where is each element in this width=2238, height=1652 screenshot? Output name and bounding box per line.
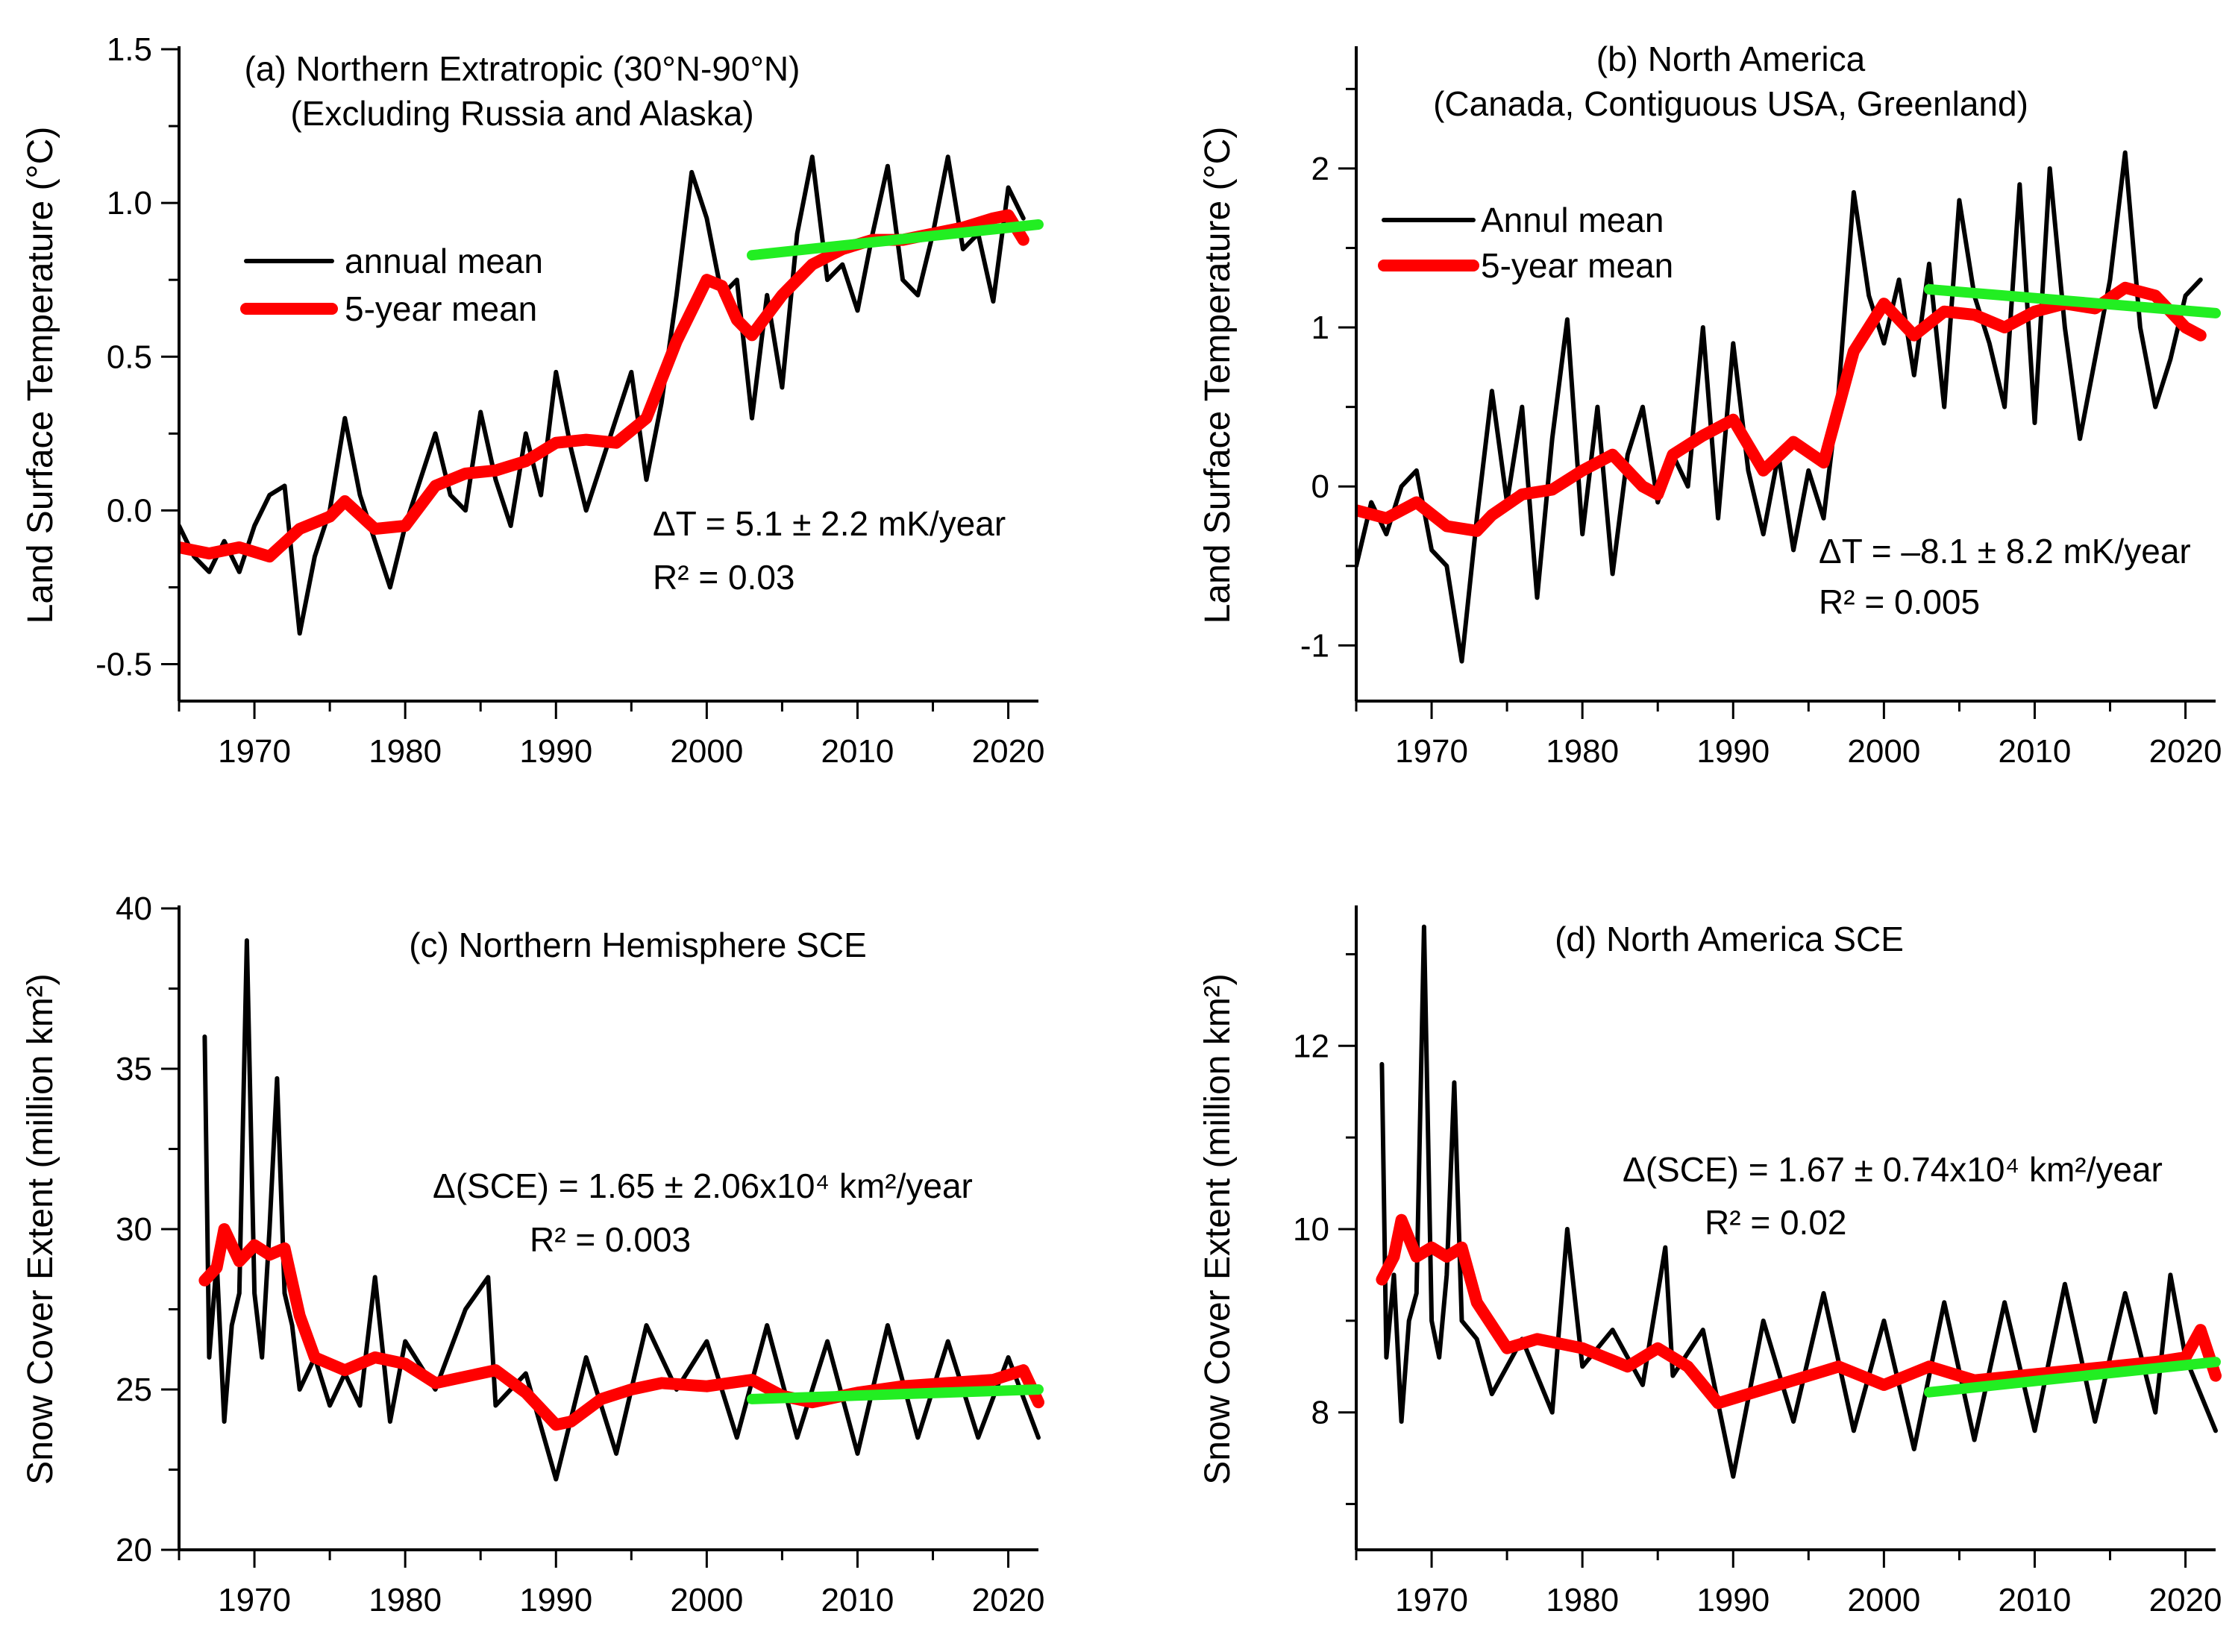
x-tick-label: 1980 [1546,733,1619,770]
legend-label: annual mean [345,242,543,280]
plot-area [181,154,1044,636]
x-tick-label: 2020 [2149,733,2222,770]
x-tick-label: 2020 [2149,1582,2222,1618]
y-axis-label: Snow Cover Extent (million km²) [1198,973,1238,1485]
panel-title: (Canada, Contiguous USA, Greenland) [1433,84,2028,123]
annual-mean-line [1379,924,2218,1479]
y-tick-label: 35 [116,1051,152,1087]
panel-b-north-america-temperature: 1970 1980 1990 2000 2010 2020 -1 0 1 2 Land Surfac… [1198,40,2222,770]
y-tick-label: 25 [116,1372,152,1408]
y-tick-label: 1.5 [107,31,152,68]
x-tick-label: 1980 [369,1582,442,1618]
y-tick-label: 40 [116,891,152,927]
x-tick-label: 2010 [821,733,894,770]
trend-line [1924,283,2221,318]
x-tick-label: 1990 [1696,733,1770,770]
trend-annotation: R² = 0.03 [653,558,795,597]
trend-annotation: ΔT = –8.1 ± 8.2 mK/year [1819,532,2191,571]
x-tick-label: 2000 [1847,733,1920,770]
panel-title: (b) North America [1596,40,1866,78]
trend-annotation: Δ(SCE) = 1.65 ± 2.06x10⁴ km²/year [433,1166,973,1205]
y-tick-label: 20 [116,1532,152,1568]
y-axis-label: Land Surface Temperature (°C) [1198,127,1238,624]
y-tick-label: 2 [1311,151,1329,187]
y-tick-label: 12 [1293,1028,1329,1064]
x-tick-label: 2000 [1847,1582,1920,1618]
panel-title: (d) North America SCE [1555,920,1904,958]
y-tick-label: 1.0 [107,185,152,222]
annual-mean-line [181,154,1026,636]
x-tick-label: 1970 [1395,733,1468,770]
y-tick-label: 0.5 [107,339,152,375]
x-tick-label: 1990 [519,733,592,770]
x-tick-label: 1970 [218,1582,291,1618]
trend-annotation: R² = 0.02 [1705,1203,1847,1242]
plot-area [1358,150,2221,664]
panel-title: (a) Northern Extratropic (30°N-90°N) [245,49,800,88]
y-axis-label: Snow Cover Extent (million km²) [21,973,60,1485]
x-tick-label: 1970 [218,733,291,770]
y-tick-label: 30 [116,1211,152,1248]
panel-d-north-america-sce: 1970 1980 1990 2000 2010 2020 8 10 12 Snow Cover … [1198,905,2222,1618]
y-tick-label: -0.5 [95,647,152,683]
trend-line [747,219,1044,261]
x-tick-label: 2010 [1999,733,2072,770]
legend-label: 5-year mean [345,289,537,328]
y-axis-label: Land Surface Temperature (°C) [21,127,60,624]
x-tick-label: 1990 [1696,1582,1770,1618]
x-tick-label: 2020 [972,733,1045,770]
y-tick-label: 0 [1311,468,1329,505]
plot-area [198,938,1044,1482]
trend-line [1924,1357,2221,1398]
x-tick-label: 1980 [369,733,442,770]
five-year-mean-line [1376,1213,2222,1410]
panel-title: (Excluding Russia and Alaska) [290,94,753,133]
x-tick-label: 1980 [1546,1582,1619,1618]
plot-area [1376,924,2222,1479]
trend-annotation: Δ(SCE) = 1.67 ± 0.74x10⁴ km²/year [1623,1150,2163,1189]
y-tick-label: 0.0 [107,492,152,529]
trend-annotation: ΔT = 5.1 ± 2.2 mK/year [653,504,1006,543]
y-tick-label: -1 [1300,627,1329,664]
y-tick-label: 1 [1311,310,1329,346]
legend-label: Annul mean [1481,201,1664,239]
x-tick-label: 1970 [1395,1582,1468,1618]
x-tick-label: 1990 [519,1582,592,1618]
x-tick-label: 2020 [972,1582,1045,1618]
trend-line [747,1384,1044,1404]
trend-annotation: R² = 0.003 [530,1220,691,1259]
legend-label: 5-year mean [1481,246,1673,285]
x-tick-label: 2010 [821,1582,894,1618]
annual-mean-line [202,938,1041,1482]
x-tick-label: 2000 [670,1582,743,1618]
panel-a-northern-extratropic-temperature: 1970 1980 1990 2000 2010 2020 -0.5 0.0 0.5 1.0 1.5… [21,31,1045,770]
trend-annotation: R² = 0.005 [1819,582,1980,621]
x-tick-label: 2000 [670,733,743,770]
panel-title: (c) Northern Hemisphere SCE [409,926,867,964]
x-tick-label: 2010 [1999,1582,2072,1618]
y-tick-label: 10 [1293,1211,1329,1248]
y-tick-label: 8 [1311,1395,1329,1431]
